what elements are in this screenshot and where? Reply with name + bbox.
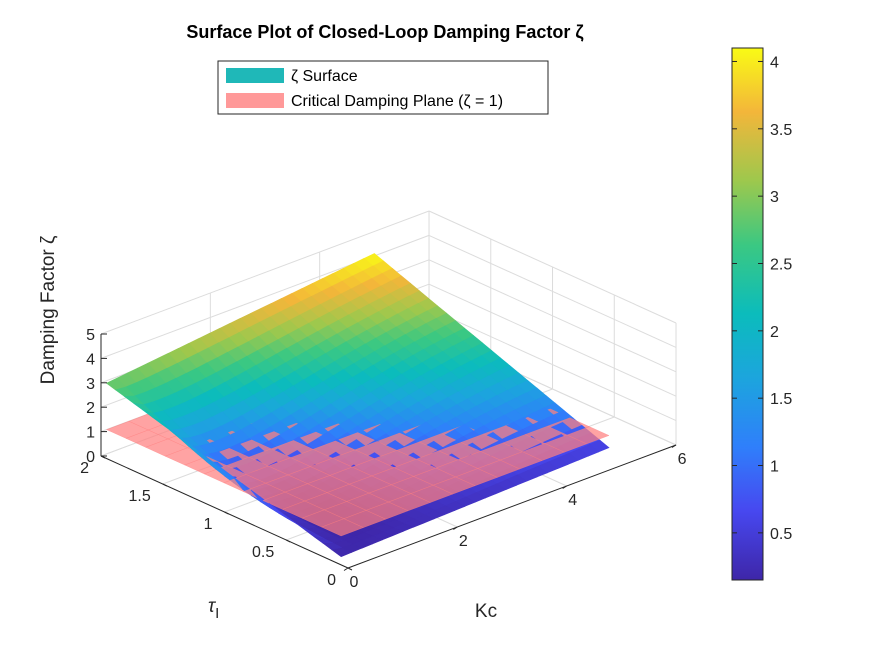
colorbar-tick-label: 4	[770, 54, 779, 71]
side-wall-grid-line	[428, 283, 677, 397]
x-tick-label: 6	[678, 451, 687, 468]
colorbar-tick-label: 2.5	[770, 256, 792, 273]
y-tick-label: 2	[80, 460, 89, 477]
legend-swatch-plane	[226, 93, 284, 108]
y-tick-mark	[162, 483, 167, 487]
z-axis-label: Damping Factor ζ	[38, 235, 59, 384]
colorbar-tick-label: 1.5	[770, 391, 792, 408]
chart-title: Surface Plot of Closed-Loop Damping Fact…	[186, 22, 583, 43]
legend-label-plane: Critical Damping Plane (ζ = 1)	[291, 93, 503, 110]
legend-swatch-surface	[226, 68, 284, 83]
colorbar-tick-label: 0.5	[770, 526, 792, 543]
colorbar-ticks: 0.5 1 1.5 2 2.5 3 3.5 4	[732, 54, 792, 543]
surface-patch	[331, 547, 353, 558]
colorbar-tick-label: 3	[770, 189, 779, 206]
x-tick-mark	[453, 526, 458, 530]
x-tick-mark	[343, 567, 349, 571]
z-tick-label: 3	[86, 376, 95, 393]
colorbar-fill	[731, 47, 764, 581]
x-axis-label: Kc	[475, 601, 497, 622]
back-wall-grid-line	[100, 210, 430, 335]
z-tick-label: 0	[86, 449, 95, 466]
zeta-surface	[105, 253, 610, 558]
side-wall-grid-line	[428, 210, 677, 324]
y-tick-mark	[347, 567, 353, 571]
z-tick-label: 5	[86, 327, 95, 344]
side-wall-grid-line	[428, 259, 677, 373]
y-tick-label: 1	[204, 516, 213, 533]
colorbar-tick-label: 3.5	[770, 122, 792, 139]
side-wall-grid-line	[428, 234, 677, 348]
critical-plane-patch	[321, 518, 364, 537]
y-tick-mark	[286, 539, 291, 543]
x-tick-mark	[671, 444, 677, 448]
z-tick-label: 4	[86, 351, 95, 368]
x-tick-label: 0	[350, 574, 359, 591]
side-wall-grid-line	[428, 308, 677, 422]
y-tick-mark	[224, 511, 229, 515]
x-axis-line	[347, 444, 677, 569]
legend: ζ Surface Critical Damping Plane (ζ = 1)	[217, 60, 549, 115]
z-tick-label: 1	[86, 425, 95, 442]
y-axis-label: τI	[208, 596, 219, 622]
y-tick-label: 0.5	[252, 544, 274, 561]
x-tick-label: 4	[568, 492, 577, 509]
colorbar-tick-label: 2	[770, 324, 779, 341]
colorbar: 0.5 1 1.5 2 2.5 3 3.5 4	[731, 47, 792, 581]
z-tick-label: 2	[86, 400, 95, 417]
y-tick-label: 1.5	[129, 488, 151, 505]
legend-label-surface: ζ Surface	[291, 68, 358, 85]
y-tick-label: 0	[327, 572, 336, 589]
colorbar-tick-label: 1	[770, 459, 779, 476]
x-tick-label: 2	[459, 533, 468, 550]
x-tick-mark	[562, 485, 567, 489]
